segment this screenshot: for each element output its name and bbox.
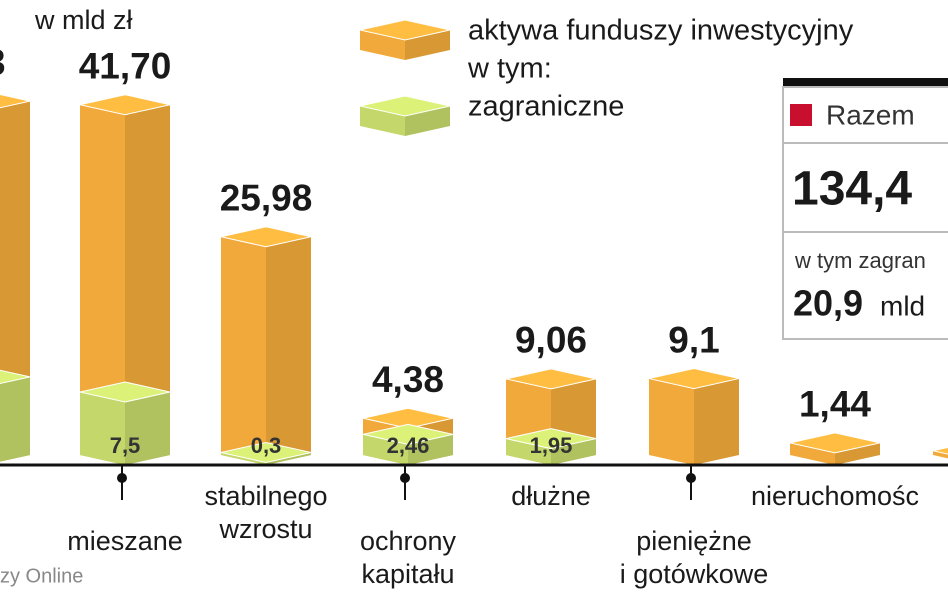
bar [789, 432, 881, 465]
bar-foreign-right [266, 452, 311, 465]
inner-label: 0,3 [251, 433, 282, 458]
x-tick-label: mieszane [67, 526, 183, 556]
bar-top [0, 93, 31, 109]
bar-foreign-top [79, 381, 171, 403]
x-tick-label: ochrony kapitału [360, 526, 457, 589]
bar-foreign [505, 428, 597, 465]
source: zy Online [0, 565, 83, 587]
x-tick-label: stabilnego wzrostu [204, 481, 327, 544]
tick-dot [686, 473, 696, 483]
summary-bar [783, 78, 948, 87]
bar-left [649, 378, 694, 465]
bar-right [266, 236, 311, 465]
inner-label: 2,46 [387, 433, 430, 458]
summary-box: Razem 134,4 w tym zagran 20,9 mld [782, 78, 948, 340]
summary-sub-value: 20,9 [793, 283, 863, 324]
bar-top [220, 226, 312, 248]
bar-top [648, 368, 740, 390]
bar [79, 94, 171, 465]
bar-foreign [362, 423, 454, 465]
legend-swatch-1 [359, 95, 451, 136]
summary-swatch [790, 104, 812, 126]
bar-left [221, 236, 266, 465]
bar [220, 226, 312, 465]
bar-foreign-top [505, 428, 597, 450]
legend-label: zagraniczne [468, 91, 624, 123]
legend-swatch-0 [359, 19, 451, 60]
bar-foreign-top [220, 441, 312, 463]
bar-foreign-top [362, 423, 454, 445]
bar-foreign [0, 369, 31, 462]
bar [648, 368, 740, 465]
bar-foreign-left [80, 392, 125, 465]
summary-total: 134,4 [792, 163, 912, 216]
bar-foreign [220, 441, 312, 465]
bar-foreign-left [221, 452, 266, 465]
bar-top [362, 407, 454, 429]
value-label: 1,44 [799, 384, 871, 425]
summary-frame [782, 86, 948, 340]
bar-right [694, 378, 739, 465]
bar-left [933, 450, 948, 459]
bar-left [80, 104, 125, 465]
summary-unit: mld [880, 290, 925, 321]
bar-foreign-right [0, 376, 30, 462]
legend-swatch-1-top [359, 95, 451, 117]
bar [932, 446, 948, 459]
inner-label: 7,5 [110, 433, 141, 458]
legend-text: w tym: [467, 53, 552, 85]
tick-dot [117, 473, 127, 483]
tick-dot [400, 473, 410, 483]
summary-label: Razem [826, 99, 915, 130]
chart-subtitle: w mld zł [34, 5, 133, 35]
summary-sub-label: w tym zagran [794, 248, 926, 273]
x-tick-label: pieniężne i gotówkowe [620, 526, 769, 589]
bar-right [125, 104, 170, 465]
value-label: 9,06 [515, 320, 587, 361]
legend-swatch-0-top [359, 19, 451, 41]
value-label: 25,98 [220, 178, 313, 219]
bar-foreign [79, 381, 171, 465]
bar-left [790, 442, 835, 465]
bar-right [835, 442, 880, 465]
x-tick-label: dłużne [511, 481, 591, 511]
bar-top [789, 432, 881, 454]
bar-foreign-right [125, 392, 170, 465]
bar-top [79, 94, 171, 116]
bar-top [932, 446, 948, 455]
value-label: 13 [0, 42, 6, 83]
bar-foreign-right [551, 438, 596, 465]
inner-label: 1,95 [530, 433, 573, 458]
bar-top [505, 368, 597, 390]
bar-foreign-top [0, 369, 31, 385]
legend-label: aktywa funduszy inwestycyjny [468, 15, 854, 47]
value-label: 41,70 [79, 46, 172, 87]
x-tick-label: nieruchomośc [751, 481, 919, 511]
value-label: 9,1 [668, 319, 719, 360]
bar-foreign-left [506, 438, 551, 465]
value-label: 4,38 [372, 359, 444, 400]
